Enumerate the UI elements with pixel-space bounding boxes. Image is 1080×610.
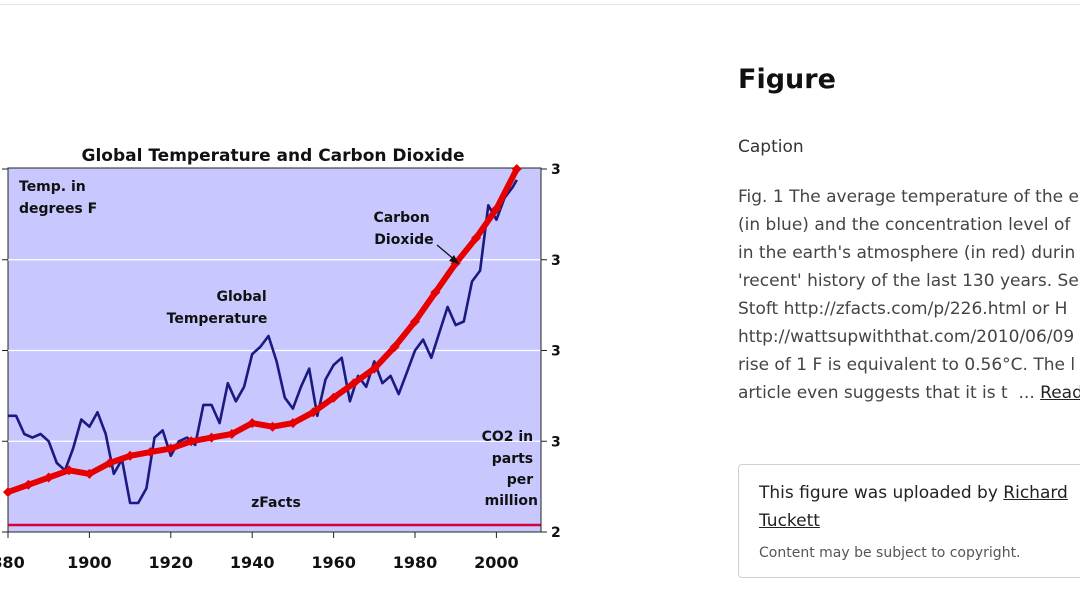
uploader-line-2: Tuckett [759,511,820,531]
x-tick-label: 1980 [393,553,438,572]
chart-title: Global Temperature and Carbon Dioxide [81,146,464,166]
right-tick-label: 330 [551,344,560,360]
co2-point [287,418,298,429]
temperature-series-label: Global Temperature [167,289,272,327]
caption-text: Fig. 1 The average temperature of the e … [738,183,1080,407]
caption-line: Fig. 1 The average temperature of the e [738,187,1079,207]
right-axis-label-line: per [507,472,534,488]
co2-point [145,447,156,458]
caption-ellipsis: ... [1018,383,1035,403]
co2-label-line: Dioxide [374,232,433,248]
uploader-name-link[interactable]: Richard [1003,483,1068,503]
right-axis-label-line: CO2 in [482,429,534,445]
read-more-link[interactable]: Read [1040,383,1080,403]
x-tick-label: 880 [0,553,25,572]
caption-line-text: article even suggests that it is t [738,383,1008,403]
x-tick-label: 2000 [474,553,519,572]
co2-point [165,443,176,454]
co2-point [186,436,197,447]
caption-line: http://wattsupwiththat.com/2010/06/09 [738,327,1075,347]
co2-point [389,341,400,352]
copyright-note: Content may be subject to copyright. [759,545,1021,561]
caption-line: in the earth's atmosphere (in red) durin [738,243,1076,263]
right-axis-label-line: million [485,493,538,509]
caption-line: Stoft http://zfacts.com/p/226.html or H [738,299,1068,319]
co2-series-label: Carbon Dioxide [373,210,434,248]
source-label: zFacts [251,495,301,511]
co2-point [471,232,482,243]
right-axis-label: CO2 in parts per million [482,429,538,509]
co2-series [3,164,522,498]
left-axis-label-line: degrees F [19,201,97,217]
right-tick-label: 380 [551,162,560,178]
temperature-label-line: Temperature [167,311,268,327]
x-axis: 880 1900 1920 1940 1960 1980 2000 [0,532,519,572]
right-tick-label: 305 [551,434,560,450]
co2-point [23,479,34,490]
uploader-line: This figure was uploaded by Richard [759,483,1068,503]
co2-point [410,316,420,327]
co2-point [3,487,13,498]
caption-label: Caption [738,137,804,157]
temperature-series [8,179,518,505]
co2-point [511,164,522,174]
caption-last-line: article even suggests that it is t ... R… [738,379,1080,407]
caption-line: rise of 1 F is equivalent to 0.56°C. The… [738,355,1076,375]
uploader-prefix: This figure was uploaded by [759,483,998,503]
uploader-card: This figure was uploaded by Richard Tuck… [738,464,1080,578]
co2-point [308,407,319,418]
temperature-line [8,179,518,505]
right-tick-label: 355 [551,253,560,269]
panel-title: Figure [738,64,836,95]
left-axis-label-line: Temp. in [19,179,86,195]
x-tick-label: 1960 [311,553,356,572]
co2-label-line: Carbon [373,210,429,226]
co2-point [206,432,217,443]
caption-line: 'recent' history of the last 130 years. … [738,271,1079,291]
co2-point [328,392,339,403]
co2-point [226,428,237,439]
caption-line: (in blue) and the concentration level of [738,215,1071,235]
co2-point [348,378,359,389]
x-tick-label: 1940 [230,553,275,572]
right-axis: 380 355 330 305 280 [2,162,560,541]
co2-point [125,450,136,461]
co2-point [430,287,441,298]
co2-point [84,468,95,479]
top-divider [0,0,1080,5]
x-tick-label: 1920 [149,553,194,572]
co2-point [43,472,54,483]
x-tick-label: 1900 [67,553,112,572]
temperature-label-line: Global [216,289,266,305]
co2-line [6,167,520,495]
right-axis-label-line: parts [492,451,533,467]
figure-chart-image: Global Temperature and Carbon Dioxide 38… [0,146,560,572]
co2-point [491,203,502,214]
co2-point [267,421,278,432]
figure-details-panel: Figure Caption Fig. 1 The average temper… [738,0,1080,610]
co2-point [64,465,75,476]
right-tick-label: 280 [551,525,560,541]
co2-point [369,363,380,374]
left-axis-label: Temp. in degrees F [19,179,97,217]
uploader-name-link-continued[interactable]: Tuckett [759,511,820,531]
co2-point [247,418,258,429]
co2-point [104,458,115,469]
co2-label-arrowhead [449,255,459,264]
